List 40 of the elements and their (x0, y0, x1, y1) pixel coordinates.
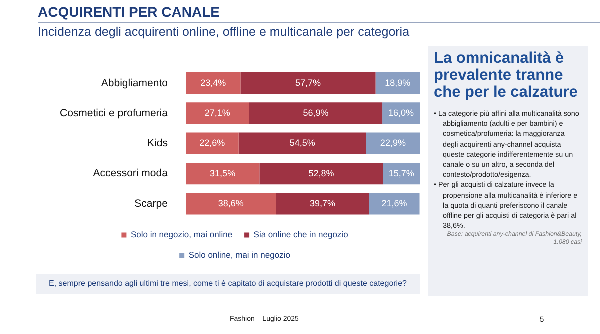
bar (260, 162, 384, 185)
chart-title: ACQUIRENTI PER CANALE (38, 4, 220, 20)
bar (249, 102, 383, 124)
y-tick-label: Scarpe (134, 198, 168, 210)
bar (276, 193, 370, 215)
bar (186, 132, 239, 154)
bar (366, 132, 420, 154)
data-label: 16,0% (388, 108, 414, 118)
legend-label: Sia online che in negozio (254, 230, 349, 240)
legend-label: Solo in negozio, mai online (130, 230, 233, 240)
text: E, sempre pensando agli ultimi tre mesi, come ti è capitato di acquistare prodotti di queste categorie? (36, 274, 420, 294)
data-label: 52,8% (308, 168, 334, 178)
y-tick-label: Abbigliamento (101, 77, 168, 90)
data-label: 22,9% (380, 138, 406, 148)
data-label: 18,9% (385, 78, 411, 88)
data-label: 21,6% (382, 198, 408, 208)
bar (186, 162, 260, 185)
bar (369, 193, 420, 215)
data-label: 39,7% (310, 198, 336, 208)
bar (186, 193, 276, 215)
data-label: 54,5% (290, 138, 316, 148)
data-label: 27,1% (204, 108, 230, 118)
bar (382, 102, 420, 124)
bar (186, 102, 250, 124)
legend-label: Solo online, mai in negozio (188, 250, 291, 260)
bar (240, 72, 376, 94)
data-label: 57,7% (295, 78, 322, 88)
bar (186, 72, 241, 94)
data-label: 15,7% (388, 168, 414, 178)
y-tick-label: Kids (148, 138, 168, 150)
data-label: 31,5% (210, 168, 236, 178)
data-label: 23,4% (200, 78, 226, 88)
bar (238, 132, 366, 154)
data-label: 38,6% (218, 198, 244, 208)
text: La omnicanalità è prevalente tranne che per le calzature (434, 50, 579, 101)
y-tick-label: Accessori moda (93, 168, 168, 180)
data-label: 56,9% (303, 108, 329, 118)
y-tick-label: Cosmetici e profumeria (60, 107, 168, 120)
data-label: 22,6% (200, 138, 226, 148)
chart-subtitle: Incidenza degli acquirenti online, offline e multicanale per categoria (38, 25, 410, 39)
